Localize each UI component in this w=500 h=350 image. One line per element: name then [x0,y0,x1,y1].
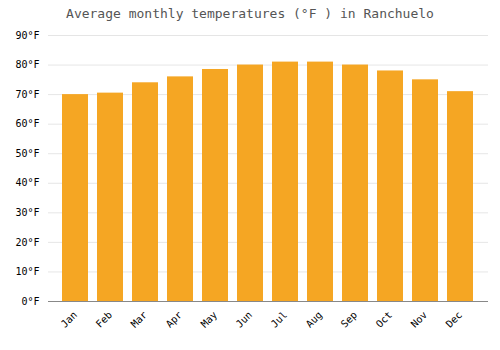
svg-text:Jan: Jan [59,309,80,330]
svg-text:30°F: 30°F [15,207,39,218]
svg-text:Nov: Nov [409,309,430,330]
svg-text:70°F: 70°F [15,89,39,100]
svg-text:Jul: Jul [269,309,290,330]
svg-text:90°F: 90°F [15,30,39,41]
svg-text:Dec: Dec [444,309,465,330]
html-text:Average monthly temperatures (: Average monthly temperatures (°F ) in Ra… [66,6,434,21]
svg-text:Sep: Sep [339,309,360,330]
svg-text:50°F: 50°F [15,148,39,159]
svg-text:20°F: 20°F [15,237,39,248]
svg-text:Jun: Jun [234,309,255,330]
svg-text:0°F: 0°F [21,296,39,307]
svg-text:10°F: 10°F [15,266,39,277]
svg-text:80°F: 80°F [15,59,39,70]
svg-text:May: May [199,309,220,330]
svg-text:60°F: 60°F [15,118,39,129]
svg-text:40°F: 40°F [15,177,39,188]
svg-text:Oct: Oct [374,309,395,330]
svg-text:Aug: Aug [304,309,325,330]
svg-text:Apr: Apr [164,309,185,330]
svg-text:Mar: Mar [129,309,150,330]
svg-text:Feb: Feb [94,309,115,330]
